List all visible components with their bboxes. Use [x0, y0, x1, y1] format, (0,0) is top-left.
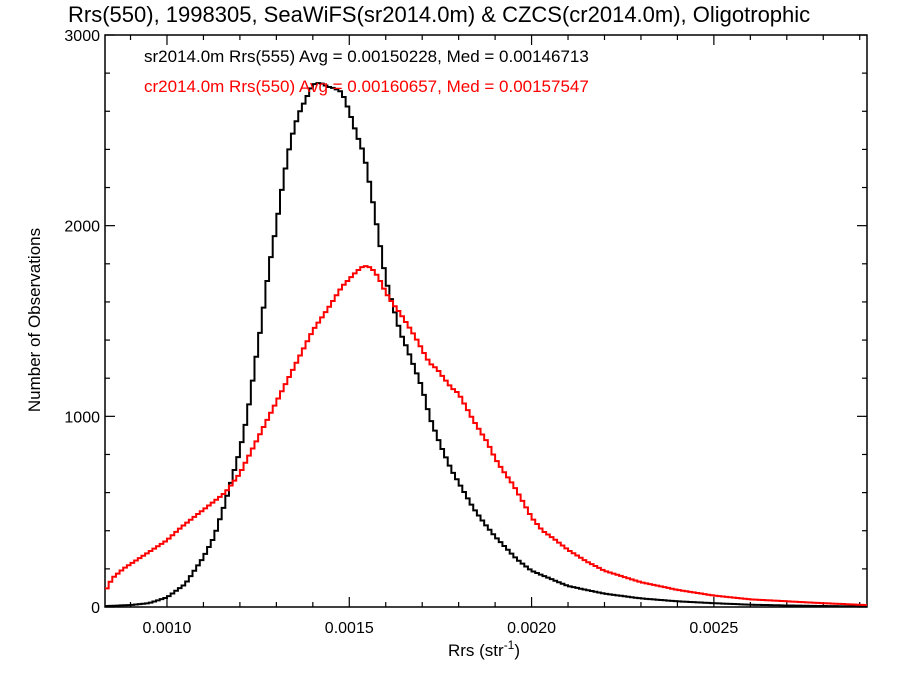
x-tick-label: 0.0010 — [143, 620, 192, 637]
legend: sr2014.0m Rrs(555) Avg = 0.00150228, Med… — [144, 47, 589, 96]
plot-frame-border — [104, 34, 868, 608]
y-tick-label: 0 — [91, 600, 100, 617]
series-line-sr2014 — [105, 82, 867, 608]
x-tick-label: 0.0025 — [689, 620, 738, 637]
x-axis-label-suffix: ) — [514, 641, 520, 660]
data-series — [105, 82, 867, 608]
series-annotation-sr2014: sr2014.0m Rrs(555) Avg = 0.00150228, Med… — [144, 47, 589, 66]
y-tick-label: 1000 — [64, 409, 100, 426]
x-tick-label: 0.0020 — [507, 620, 556, 637]
series-annotation-cr2014: cr2014.0m Rrs(550) Avg = 0.00160657, Med… — [144, 77, 589, 96]
x-axis-label-main: Rrs (str — [448, 641, 504, 660]
y-tick-label: 3000 — [64, 28, 100, 45]
y-axis-label: Number of Observations — [25, 228, 44, 412]
series-line-cr2014 — [105, 265, 867, 607]
chart-title: Rrs(550), 1998305, SeaWiFS(sr2014.0m) & … — [68, 2, 810, 27]
axis-ticks — [105, 34, 867, 608]
x-axis-label-superscript: -1 — [504, 638, 515, 652]
x-axis-label: Rrs (str-1) — [448, 638, 520, 660]
x-tick-label: 0.0015 — [325, 620, 374, 637]
y-tick-label: 2000 — [64, 219, 100, 236]
axis-tick-labels: 0.0010 0.0015 0.0020 0.0025 0 1000 2000 3000 — [64, 28, 738, 637]
plot-frame — [104, 34, 868, 608]
